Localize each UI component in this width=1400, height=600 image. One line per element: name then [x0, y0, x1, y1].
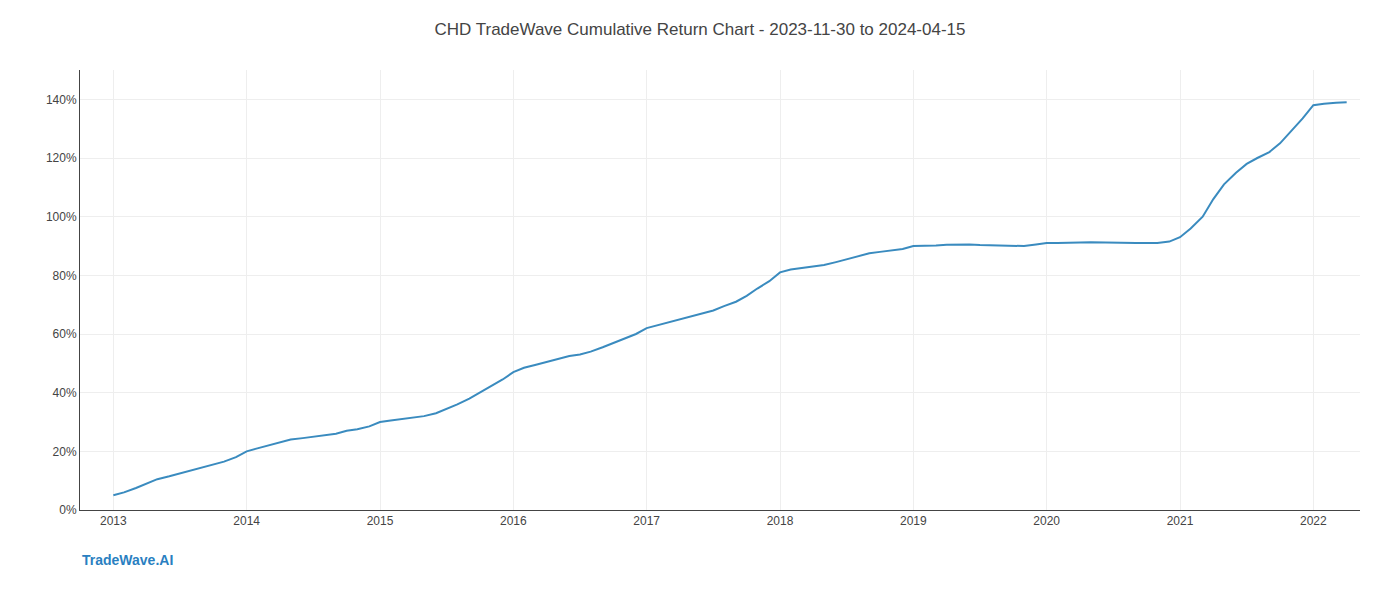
- svg-text:2019: 2019: [900, 514, 927, 528]
- svg-text:60%: 60%: [53, 327, 77, 341]
- svg-text:0%: 0%: [59, 503, 77, 517]
- svg-text:100%: 100%: [46, 210, 77, 224]
- svg-text:2013: 2013: [100, 514, 127, 528]
- svg-text:2016: 2016: [500, 514, 527, 528]
- svg-text:CHD TradeWave Cumulative Retur: CHD TradeWave Cumulative Return Chart - …: [434, 20, 965, 39]
- svg-text:2015: 2015: [367, 514, 394, 528]
- svg-text:40%: 40%: [53, 386, 77, 400]
- svg-text:2020: 2020: [1033, 514, 1060, 528]
- svg-text:2021: 2021: [1167, 514, 1194, 528]
- svg-text:140%: 140%: [46, 93, 77, 107]
- svg-text:2018: 2018: [767, 514, 794, 528]
- svg-text:2017: 2017: [633, 514, 660, 528]
- svg-text:2022: 2022: [1300, 514, 1327, 528]
- svg-text:2014: 2014: [233, 514, 260, 528]
- svg-text:20%: 20%: [53, 445, 77, 459]
- svg-text:120%: 120%: [46, 151, 77, 165]
- svg-text:80%: 80%: [53, 269, 77, 283]
- svg-text:TradeWave.AI: TradeWave.AI: [82, 552, 173, 568]
